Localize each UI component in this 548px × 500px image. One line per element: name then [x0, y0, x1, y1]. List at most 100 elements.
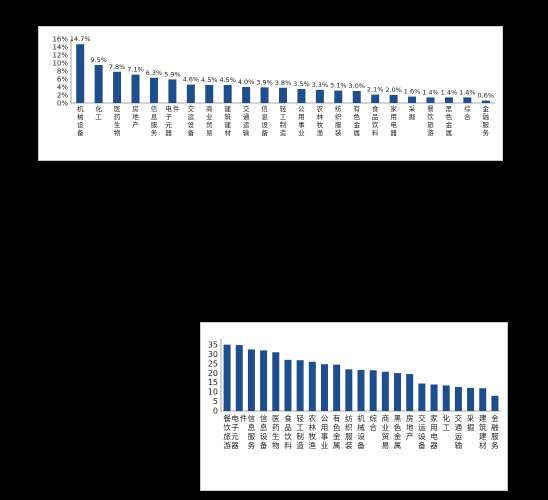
chart-1-bar: [242, 87, 251, 103]
chart-1-bar: [149, 77, 158, 103]
chart-2-bar: [406, 374, 414, 411]
chart-1-bar: [426, 97, 435, 103]
chart-2-y-tick-label: 30: [208, 350, 218, 359]
chart-2-bar: [296, 360, 304, 411]
chart-2-category-label: 综合: [369, 413, 377, 432]
chart-1-category-label: 公用事业: [298, 105, 305, 137]
chart-1-category-label: 农林牧渔: [317, 104, 324, 137]
chart-1-y-tick-label: 6%: [57, 75, 68, 83]
chart-1-category-label: 化工: [95, 104, 102, 121]
chart-1-bar: [168, 79, 177, 103]
chart-1-data-label: 0.6%: [478, 92, 495, 100]
chart-1-bar: [223, 85, 232, 103]
chart-2-category-label: 采掘: [467, 413, 475, 432]
chart-1-category-label: 交通运输: [243, 104, 250, 137]
chart-2-category-label: 黑色金属: [394, 414, 402, 450]
chart-2-bar: [235, 345, 243, 411]
chart-2-category-label: 纺织服装: [345, 413, 353, 450]
chart-2-bar: [442, 385, 450, 411]
chart-1-bar: [131, 74, 140, 103]
chart-2-panel: 0 5 10 15 20 25 30 35 餐饮旅游 电子元器件 信息服务 信息设备 医药生物 食品饮料轻…: [200, 322, 508, 491]
chart-2-bar: [247, 349, 255, 411]
chart-2-category-label: 交运设备: [418, 413, 426, 450]
chart-1-bar: [297, 89, 306, 103]
chart-1-category-label: 商业贸易: [206, 104, 213, 137]
chart-2-bar: [381, 371, 389, 411]
chart-1-data-label: 1.4%: [441, 88, 458, 96]
chart-1-category-label: 有色金属: [353, 104, 360, 137]
chart-1-category-label: 医药生物: [114, 105, 121, 137]
chart-2-bar: [479, 388, 487, 411]
chart-2-category-label: 医药生物: [272, 414, 280, 450]
chart-1-category-label: 食品饮料: [372, 104, 379, 137]
chart-1-data-label: 1.4%: [459, 88, 476, 96]
chart-1-y-tick-label: 8%: [57, 67, 68, 75]
chart-1-data-label: 1.4%: [422, 88, 439, 96]
chart-1-category-label: 综合: [464, 104, 471, 121]
chart-1: 0%2%4%6%8%10%12%14%16% 14.7% 机械设备 9.5% 化工 7.8…: [52, 35, 495, 137]
chart-1-bar: [352, 91, 361, 103]
chart-1-data-label: 7.8%: [109, 63, 126, 71]
chart-1-category-label: 轻工制造: [280, 104, 287, 137]
chart-1-bar: [113, 71, 122, 103]
chart-1-category-label: 交运设备: [188, 104, 195, 137]
chart-1-category-label: 黑色金属: [446, 105, 453, 137]
chart-1-bar: [205, 85, 214, 103]
chart-2-y-tick-label: 15: [208, 378, 218, 387]
chart-2-y-tick-label: 5: [213, 397, 218, 406]
chart-1-data-label: 4.0%: [238, 78, 255, 86]
chart-1-y-tick-label: 10%: [52, 59, 68, 67]
chart-1-category-label: 信息设备: [261, 104, 268, 137]
chart-1-data-label: 2.1%: [367, 86, 384, 94]
chart-2-bar: [320, 364, 328, 411]
chart-2-bar: [345, 369, 353, 411]
chart-2-y-tick-label: 0: [213, 407, 218, 416]
chart-1-data-label: 4.6%: [183, 76, 200, 84]
chart-2-bar: [418, 383, 426, 411]
chart-1-bar: [408, 96, 417, 103]
chart-1-y-tick-label: 0%: [57, 99, 68, 107]
chart-2-bar: [308, 361, 316, 411]
chart-1-bar: [186, 84, 195, 103]
chart-1-category-label: 家用电器: [390, 104, 397, 137]
chart-2-bar: [284, 359, 292, 411]
chart-2-bar: [223, 344, 231, 411]
chart-1-data-label: 3.1%: [330, 82, 347, 90]
chart-2-category-label: 商业贸易: [382, 413, 390, 450]
chart-2-y-tick-label: 25: [208, 359, 218, 368]
chart-2-y-tick-label: 35: [208, 340, 218, 349]
chart-1-bar: [371, 94, 380, 103]
chart-2-category-label: 餐饮旅游: [223, 414, 231, 450]
chart-1-category-label: 建筑建材: [224, 104, 231, 137]
chart-1-category-label: 金融服务: [483, 104, 490, 137]
chart-1-data-label: 3.0%: [348, 82, 365, 90]
chart-2-bar: [369, 370, 377, 411]
chart-2-y-tick-label: 10: [208, 388, 218, 397]
chart-2-category-label: 机械设备: [357, 413, 365, 450]
chart-2-bar: [394, 373, 402, 411]
chart-1-bar: [94, 65, 103, 103]
chart-2-category-label: 电子元器件: [231, 413, 248, 450]
chart-2-bar: [333, 364, 341, 411]
chart-1-bar: [76, 44, 85, 103]
chart-1-y-tick-label: 14%: [52, 43, 68, 51]
chart-1-data-label: 3.9%: [256, 78, 273, 86]
chart-1-bar: [389, 95, 398, 103]
chart-2-category-label: 农林牧渔: [309, 413, 317, 450]
chart-1-data-label: 2.0%: [385, 86, 402, 94]
chart-2-category-label: 食品饮料: [284, 413, 292, 450]
chart-1-data-label: 9.5%: [90, 56, 107, 64]
chart-2-y-tick-label: 20: [208, 369, 218, 378]
chart-1-category-label: 电子元器件: [165, 104, 180, 137]
chart-2-category-label: 信息设备: [260, 413, 268, 450]
chart-1-data-label: 3.8%: [275, 79, 292, 87]
chart-2-category-label: 房地产: [406, 413, 414, 441]
chart-2-category-label: 化工: [442, 413, 450, 432]
chart-1-data-label: 5.9%: [164, 70, 181, 78]
chart-1-category-label: 信息服务: [151, 104, 158, 137]
chart-2-bar: [491, 395, 499, 411]
chart-1-bar: [279, 87, 287, 103]
chart-1-y-tick-label: 16%: [52, 35, 68, 43]
chart-2-category-label: 建筑建材: [479, 413, 487, 450]
